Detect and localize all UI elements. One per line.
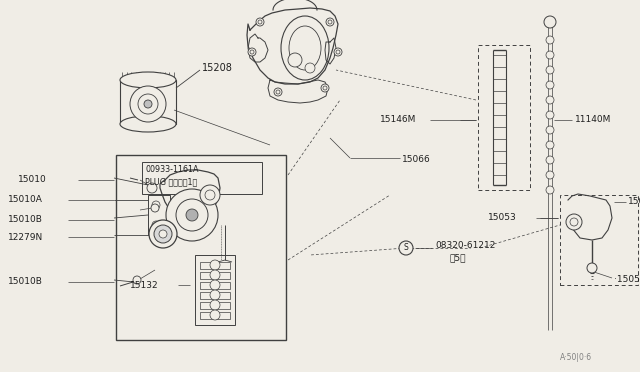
Circle shape	[544, 16, 556, 28]
Circle shape	[210, 260, 220, 270]
Bar	[200, 292, 230, 299]
Circle shape	[149, 220, 177, 248]
Bar	[200, 282, 230, 289]
Bar	[116, 155, 286, 340]
Text: 00933-1161A: 00933-1161A	[145, 166, 198, 174]
Text: 15208: 15208	[202, 63, 233, 73]
Circle shape	[546, 51, 554, 59]
Bar	[200, 312, 230, 319]
Circle shape	[288, 53, 302, 67]
Circle shape	[305, 63, 315, 73]
Text: 08320-61212: 08320-61212	[435, 241, 495, 250]
Circle shape	[336, 50, 340, 54]
Circle shape	[210, 290, 220, 300]
Bar	[148, 195, 170, 235]
Text: 15132: 15132	[130, 280, 159, 289]
Circle shape	[546, 36, 554, 44]
Circle shape	[276, 90, 280, 94]
Circle shape	[546, 96, 554, 104]
Circle shape	[166, 189, 218, 241]
Circle shape	[274, 88, 282, 96]
Circle shape	[205, 190, 215, 200]
Circle shape	[546, 141, 554, 149]
Circle shape	[546, 186, 554, 194]
Text: 12279N: 12279N	[8, 232, 44, 241]
Circle shape	[399, 241, 413, 255]
Circle shape	[186, 209, 198, 221]
Circle shape	[256, 18, 264, 26]
Text: 15010B: 15010B	[8, 278, 43, 286]
Bar	[560, 195, 638, 285]
Circle shape	[210, 280, 220, 290]
Circle shape	[546, 81, 554, 89]
Circle shape	[130, 86, 166, 122]
Bar	[200, 302, 230, 309]
Circle shape	[138, 94, 158, 114]
Text: 15066: 15066	[402, 155, 431, 164]
Text: PLUG プラグ（1）: PLUG プラグ（1）	[145, 177, 197, 186]
Bar	[478, 45, 530, 190]
Circle shape	[546, 126, 554, 134]
Ellipse shape	[289, 26, 321, 70]
Ellipse shape	[120, 72, 176, 88]
Circle shape	[250, 50, 254, 54]
Bar	[142, 162, 262, 194]
Circle shape	[248, 48, 256, 56]
Circle shape	[154, 225, 172, 243]
Ellipse shape	[120, 116, 176, 132]
Circle shape	[323, 86, 327, 90]
Bar	[195, 255, 235, 325]
Circle shape	[200, 185, 220, 205]
Text: 15010: 15010	[18, 176, 47, 185]
Text: ·15050A: ·15050A	[614, 276, 640, 285]
Circle shape	[570, 218, 578, 226]
Circle shape	[334, 48, 342, 56]
Circle shape	[326, 18, 334, 26]
Text: 15146M: 15146M	[380, 115, 417, 125]
Text: 15010A: 15010A	[8, 196, 43, 205]
Text: 15010B: 15010B	[8, 215, 43, 224]
Circle shape	[210, 270, 220, 280]
Circle shape	[210, 310, 220, 320]
Circle shape	[133, 276, 141, 284]
Circle shape	[144, 100, 152, 108]
Text: S: S	[404, 244, 408, 253]
Circle shape	[328, 20, 332, 24]
Circle shape	[176, 199, 208, 231]
Text: 11140M: 11140M	[575, 115, 611, 125]
Circle shape	[546, 111, 554, 119]
Circle shape	[258, 20, 262, 24]
Bar	[120, 80, 176, 124]
Circle shape	[152, 201, 160, 209]
Text: 15053: 15053	[488, 214, 516, 222]
Circle shape	[321, 84, 329, 92]
Circle shape	[546, 171, 554, 179]
Bar	[200, 272, 230, 279]
Text: （5）: （5）	[450, 253, 467, 263]
Text: A·50|0·6: A·50|0·6	[560, 353, 592, 362]
Circle shape	[587, 263, 597, 273]
Ellipse shape	[281, 16, 329, 80]
Circle shape	[566, 214, 582, 230]
Text: 15050: 15050	[628, 198, 640, 206]
Circle shape	[147, 183, 157, 193]
Circle shape	[546, 156, 554, 164]
Circle shape	[152, 221, 160, 229]
Circle shape	[159, 230, 167, 238]
Circle shape	[546, 66, 554, 74]
Circle shape	[210, 300, 220, 310]
Bar	[200, 262, 230, 269]
Circle shape	[151, 204, 159, 212]
